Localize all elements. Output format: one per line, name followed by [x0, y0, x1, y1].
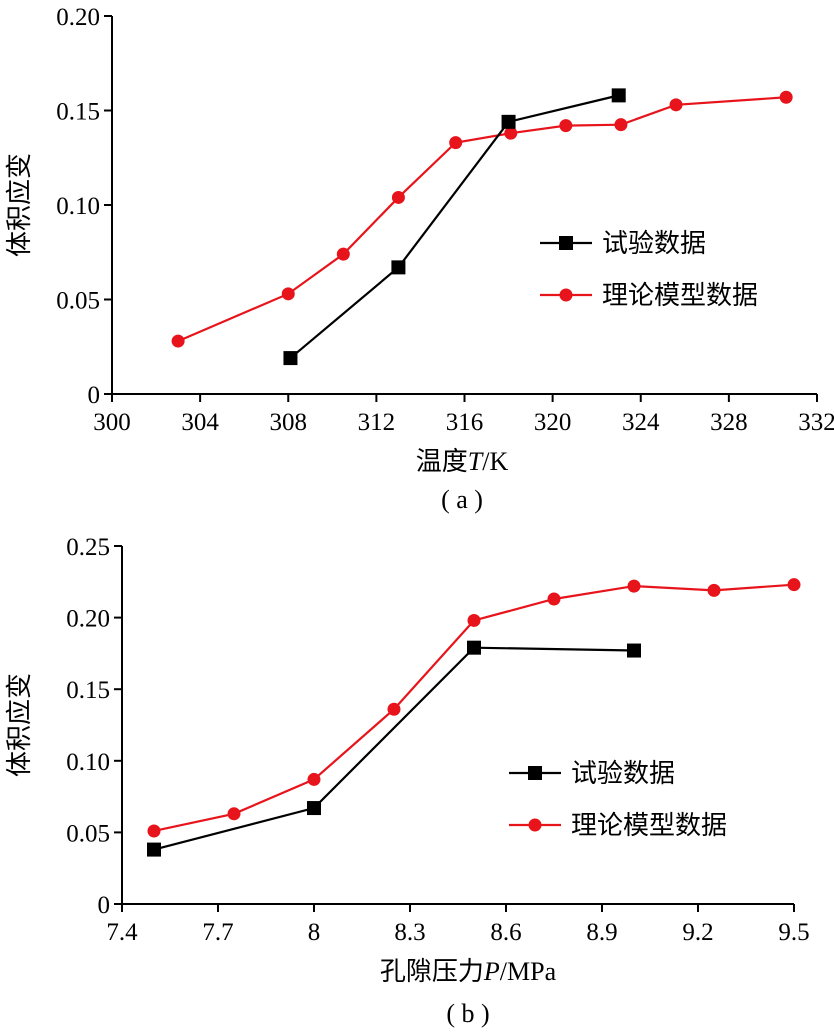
series-line-experimental: [289, 94, 619, 359]
data-point-circle: [467, 613, 481, 627]
y-tick-label: 0.20: [66, 606, 110, 633]
y-tick-label: 0: [88, 382, 101, 409]
data-point-square: [391, 260, 406, 275]
data-point-circle: [559, 119, 573, 133]
y-axis-title-a: 体积应变: [5, 153, 34, 257]
x-tick-label: 316: [446, 409, 484, 436]
data-point-square: [501, 114, 516, 129]
x-tick-label: 8.9: [586, 919, 617, 946]
x-tick-label: 7.4: [106, 919, 138, 946]
y-tick-label: 0.25: [66, 534, 110, 561]
y-tick-label: 0.10: [56, 193, 100, 220]
data-point-square: [627, 643, 641, 658]
y-axis-title-b: 体积应变: [5, 673, 34, 777]
x-tick-label: 8.6: [490, 919, 521, 946]
data-point-circle: [391, 190, 405, 204]
x-tick-label: 9.2: [682, 919, 713, 946]
x-tick-label: 8.3: [394, 919, 425, 946]
x-tick-label: 304: [181, 409, 219, 436]
data-point-circle: [227, 807, 241, 821]
legend-marker-circle: [559, 288, 573, 302]
data-point-circle: [627, 579, 641, 593]
legend-label: 理论模型数据: [602, 281, 758, 310]
data-point-circle: [336, 247, 350, 261]
x-tick-label: 308: [270, 409, 308, 436]
y-tick-label: 0.05: [56, 288, 100, 315]
data-point-circle: [387, 702, 401, 716]
x-tick-label: 332: [798, 409, 834, 436]
legend-marker-square: [528, 766, 542, 780]
x-axis-title-b: 孔隙压力P/MPa: [380, 957, 557, 986]
data-point-square: [283, 351, 298, 366]
y-tick-label: 0.20: [56, 4, 100, 31]
y-tick-label: 0: [98, 892, 111, 919]
legend-label: 理论模型数据: [571, 811, 727, 840]
legend-label: 试验数据: [602, 229, 706, 258]
data-point-circle: [547, 592, 561, 606]
data-point-square: [611, 88, 626, 103]
y-tick-label: 0.15: [56, 99, 100, 126]
data-point-square: [467, 640, 481, 655]
data-point-circle: [281, 287, 295, 301]
legend-label: 试验数据: [571, 759, 675, 788]
data-point-circle: [669, 98, 683, 112]
data-point-circle: [307, 772, 321, 786]
x-tick-label: 312: [358, 409, 396, 436]
x-tick-label: 328: [710, 409, 748, 436]
x-tick-label: 320: [534, 409, 572, 436]
data-point-circle: [449, 136, 463, 150]
caption-b: ( b ): [446, 999, 489, 1028]
x-tick-label: 8: [308, 919, 321, 946]
series-line-experimental: [153, 646, 635, 851]
panel-b-chart: 体积应变 孔隙压力P/MPa ( b ) 7.4 7.7 8 8.3 8.6 8.9 9.2…: [5, 534, 810, 1028]
data-point-square: [307, 801, 321, 816]
data-point-circle: [779, 90, 793, 104]
data-point-circle: [787, 578, 801, 592]
caption-a: ( a ): [441, 485, 483, 514]
data-point-circle: [614, 118, 628, 132]
legend-marker-circle: [528, 818, 542, 832]
y-tick-label: 0.05: [66, 820, 110, 847]
x-tick-label: 324: [622, 409, 660, 436]
panel-a-chart: 体积应变 温度T/K ( a ) 300 304 308 312 316 320 324 32…: [5, 4, 834, 514]
series-line-theoretical: [177, 96, 787, 343]
y-tick-label: 0.10: [66, 749, 110, 776]
x-tick-label: 300: [93, 409, 131, 436]
data-point-square: [147, 842, 161, 857]
data-point-circle: [707, 583, 721, 597]
data-point-circle: [504, 126, 518, 140]
x-tick-label: 7.7: [202, 919, 233, 946]
x-axis-title-a: 温度T/K: [416, 447, 509, 476]
data-point-circle: [171, 334, 185, 348]
x-tick-label: 9.5: [778, 919, 809, 946]
legend-marker-square: [559, 236, 573, 250]
data-point-circle: [147, 824, 161, 838]
y-tick-label: 0.15: [66, 677, 110, 704]
